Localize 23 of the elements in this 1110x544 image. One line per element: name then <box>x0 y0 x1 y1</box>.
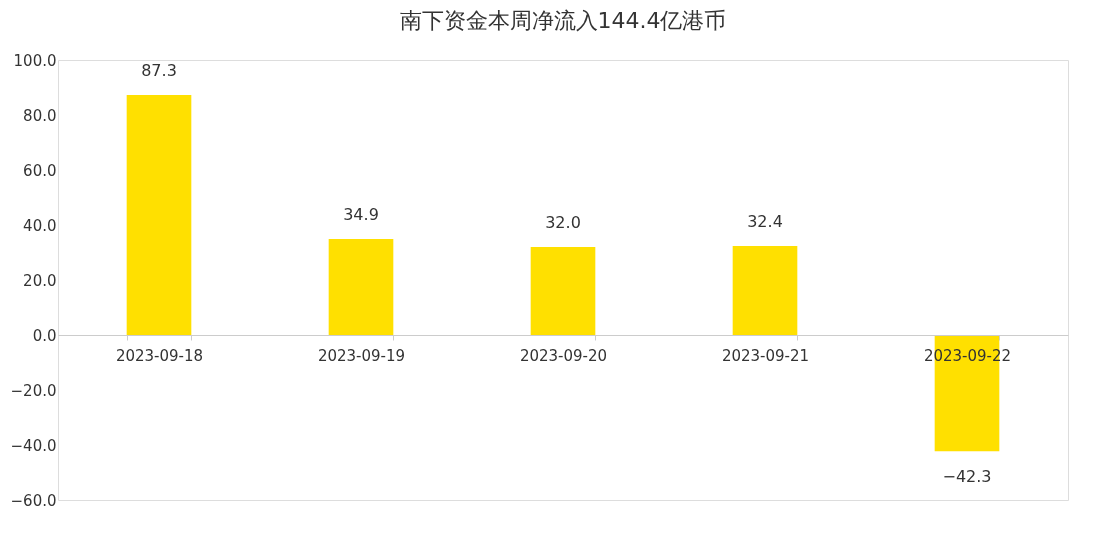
data-label: −42.3 <box>942 467 992 487</box>
bar <box>732 245 798 335</box>
y-tick-label: 60.0 <box>23 161 57 180</box>
y-tick-label: 20.0 <box>23 271 57 290</box>
y-tick-label: 40.0 <box>23 216 57 235</box>
y-tick-label: 0.0 <box>32 326 57 345</box>
bar <box>328 239 394 335</box>
bar <box>126 94 192 335</box>
data-label: 32.0 <box>545 213 581 232</box>
y-tick-label: 80.0 <box>23 106 57 125</box>
y-tick-label: −20.0 <box>10 381 57 400</box>
chart-title: 南下资金本周净流入144.4亿港币 <box>399 8 727 33</box>
data-label: 34.9 <box>343 205 379 225</box>
x-tick-label: 2023-09-20 <box>519 346 608 365</box>
y-tick-label: −60.0 <box>10 491 57 510</box>
x-tick-label: 2023-09-18 <box>115 346 204 365</box>
x-tick-label: 2023-09-21 <box>721 346 810 365</box>
bar <box>530 247 596 335</box>
data-label: 87.3 <box>141 60 177 80</box>
data-label: 32.4 <box>747 211 783 231</box>
x-tick-label: 2023-09-19 <box>317 346 406 365</box>
y-tick-label: 100.0 <box>13 51 57 70</box>
y-tick-label: −40.0 <box>10 436 57 455</box>
